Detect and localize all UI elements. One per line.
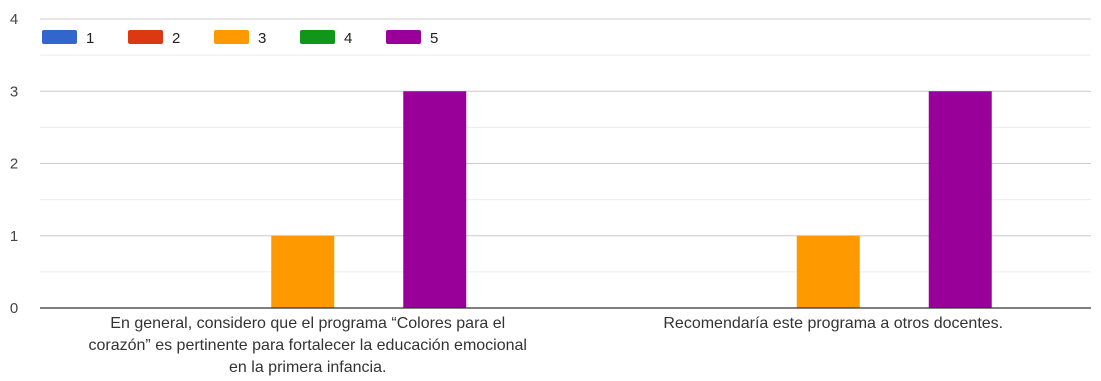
y-tick-label: 0 bbox=[10, 300, 18, 317]
y-tick-label: 1 bbox=[10, 228, 18, 245]
legend-label-3: 3 bbox=[258, 30, 266, 47]
bar-series-5-category-2[interactable] bbox=[928, 91, 992, 308]
x-axis-category-labels: En general, considero que el programa “C… bbox=[89, 315, 1004, 376]
legend: 1 2 3 4 5 bbox=[42, 30, 438, 47]
bar-series-5-category-1[interactable] bbox=[403, 91, 467, 308]
bar-series-3-category-1[interactable] bbox=[271, 235, 335, 308]
x-category-label: En general, considero que el programa “C… bbox=[110, 315, 505, 332]
y-tick-label: 2 bbox=[10, 156, 18, 173]
legend-label-2: 2 bbox=[172, 30, 180, 47]
legend-swatch-5 bbox=[386, 30, 421, 44]
y-tick-label: 4 bbox=[10, 11, 18, 28]
legend-label-4: 4 bbox=[344, 30, 352, 47]
legend-label-5: 5 bbox=[430, 30, 438, 47]
gridlines bbox=[40, 18, 1091, 273]
y-tick-label: 3 bbox=[10, 83, 18, 100]
bars bbox=[271, 91, 992, 308]
legend-swatch-2 bbox=[128, 30, 163, 44]
legend-swatch-1 bbox=[42, 30, 77, 44]
legend-swatch-3 bbox=[214, 30, 249, 44]
y-axis-ticks: 0 1 2 3 4 bbox=[10, 11, 18, 317]
legend-swatch-4 bbox=[300, 30, 335, 44]
bar-series-3-category-2[interactable] bbox=[796, 235, 860, 308]
legend-label-1: 1 bbox=[86, 30, 94, 47]
x-category-label: corazón” es pertinente para fortalecer l… bbox=[89, 337, 527, 354]
x-category-label: Recomendaría este programa a otros docen… bbox=[663, 315, 1003, 332]
x-category-label: en la primera infancia. bbox=[229, 359, 386, 376]
